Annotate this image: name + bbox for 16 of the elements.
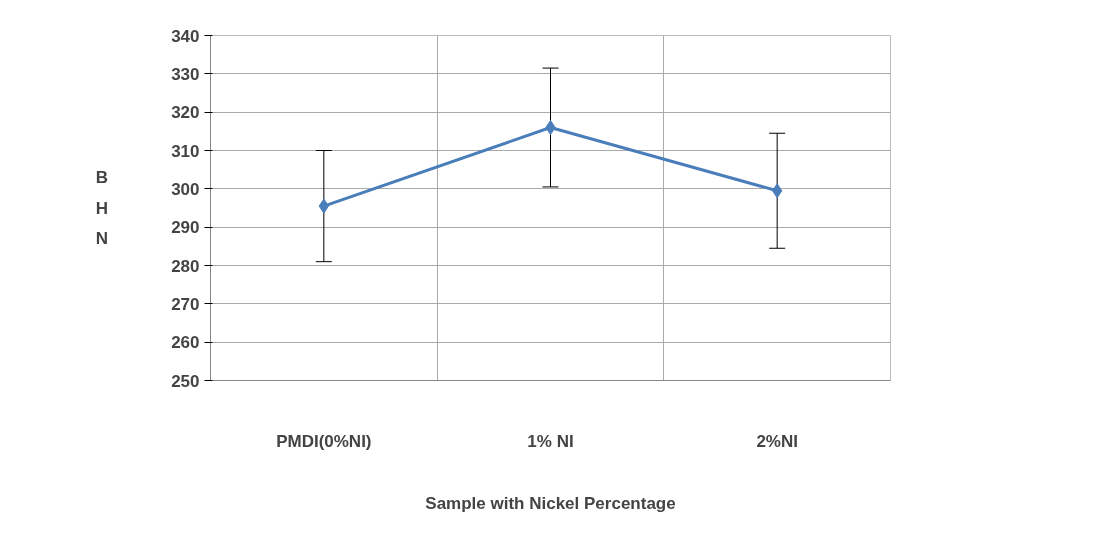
y-tick-label: 270 bbox=[171, 294, 200, 314]
y-tick-label: 280 bbox=[171, 256, 200, 276]
y-tick-label: 300 bbox=[171, 179, 200, 199]
y-tick-label: 250 bbox=[171, 371, 200, 391]
x-axis-title: Sample with Nickel Percentage bbox=[425, 493, 676, 513]
y-tick-label: 330 bbox=[171, 64, 200, 84]
y-tick-label: 290 bbox=[171, 218, 200, 238]
x-tick-label: 2%NI bbox=[756, 431, 798, 451]
y-tick-label: 340 bbox=[171, 26, 200, 46]
x-tick-label: 1% NI bbox=[527, 431, 574, 451]
x-tick-label: PMDI(0%NI) bbox=[276, 431, 372, 451]
point bbox=[545, 120, 556, 135]
y-axis-title: BHN bbox=[95, 168, 109, 248]
y-tick-label: 260 bbox=[171, 333, 200, 353]
y-tick-label: 310 bbox=[171, 141, 200, 161]
y-tick-label: 320 bbox=[171, 103, 200, 123]
